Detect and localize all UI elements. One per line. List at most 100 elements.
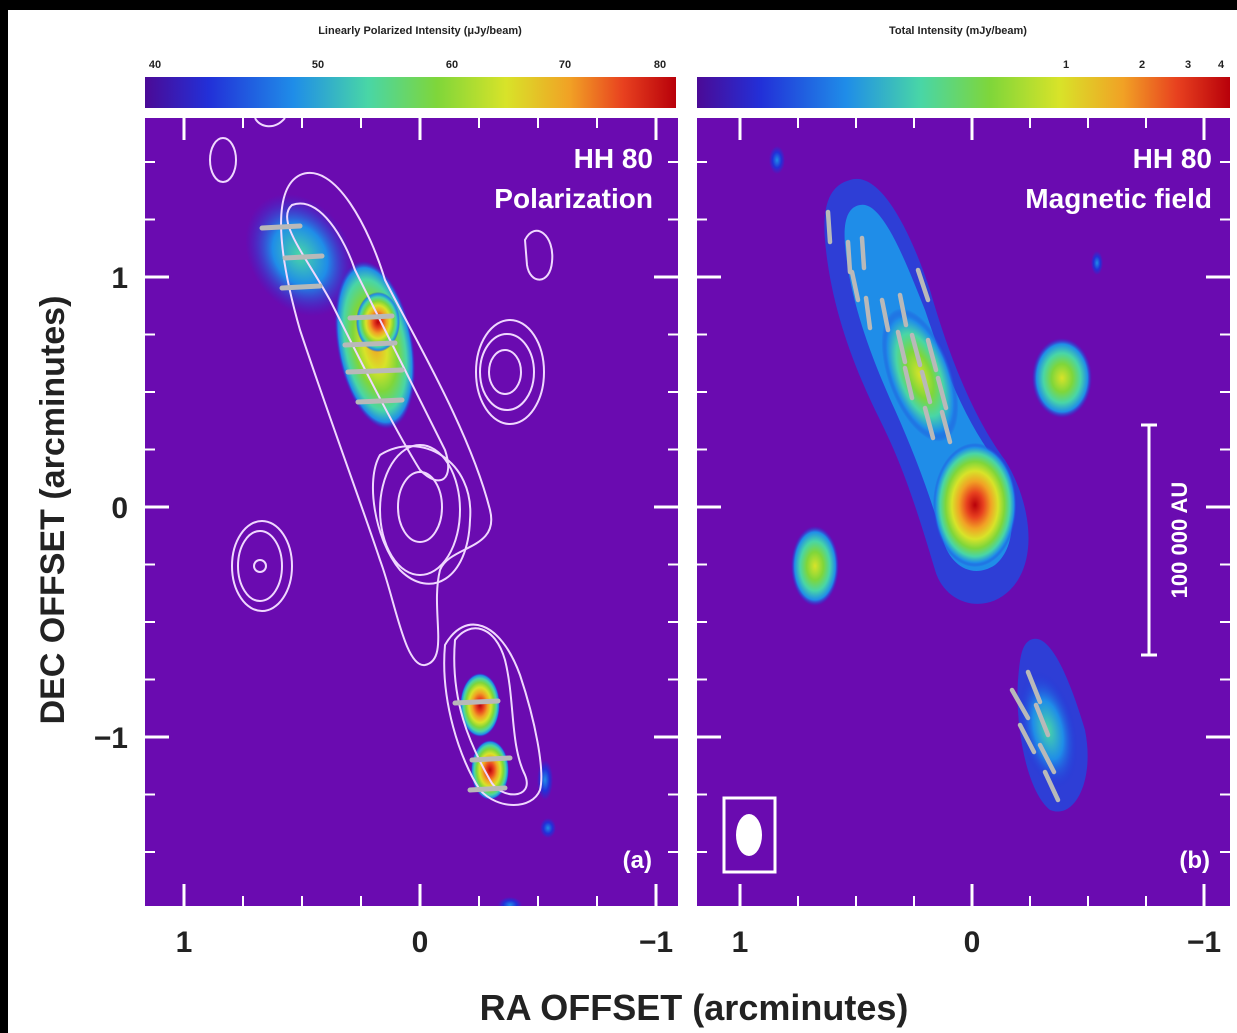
panel-b-annotation-line1: HH 80 [1133, 143, 1212, 174]
magnetic-vector [902, 365, 915, 401]
colorbar-a-title: Linearly Polarized Intensity (μJy/beam) [318, 25, 522, 37]
magnetic-vector [915, 267, 931, 303]
magnetic-vector [1037, 742, 1057, 775]
panel-a-contours [209, 118, 554, 806]
magnetic-vector [1042, 769, 1061, 803]
y-axis-title: DEC OFFSET (arcminutes) [34, 296, 72, 725]
magnetic-vector [1017, 722, 1037, 755]
colorbar-a [145, 77, 676, 108]
emission-blob [791, 526, 839, 606]
panel-b-ticks [697, 118, 1230, 906]
contour [443, 623, 543, 806]
magnetic-vector [895, 329, 908, 365]
colorbar-b-tick-label: 2 [1139, 59, 1145, 71]
x-tick-label: −1 [639, 926, 673, 959]
x-axis-title: RA OFFSET (arcminutes) [480, 987, 909, 1028]
emission-blob [537, 760, 553, 800]
panel-b-annotation-line2: Magnetic field [1025, 183, 1212, 214]
scale-bar [1141, 423, 1157, 657]
emission-blob [1032, 338, 1092, 418]
beam-ellipse [736, 814, 762, 856]
colorbar-b-tick-label: 3 [1185, 59, 1191, 71]
polarization-vector [342, 340, 398, 348]
polarization-vector [259, 223, 303, 231]
polarization-vector [347, 313, 395, 321]
magnetic-vector [859, 235, 867, 271]
emission-blob [933, 443, 1017, 567]
y-tick-label: −1 [94, 722, 128, 755]
colorbar-a-tick-label: 60 [446, 59, 458, 71]
polarization-vector [355, 397, 405, 405]
polarization-vector [469, 755, 513, 763]
emission-blob [540, 818, 556, 838]
x-tick-label: 1 [732, 926, 749, 959]
colorbar-b-tick-label: 1 [1063, 59, 1069, 71]
panel-a-annotation-line2: Polarization [494, 183, 653, 214]
colorbar-a-tick-label: 70 [559, 59, 571, 71]
contour [371, 445, 472, 585]
panel-a-background [145, 118, 678, 906]
contour [280, 172, 493, 666]
emission-blob [769, 146, 785, 174]
magnetic-vector [922, 405, 936, 441]
magnetic-vector [939, 409, 953, 445]
magnetic-vector [879, 297, 891, 333]
x-tick-label: 0 [964, 926, 981, 959]
polarization-vector [467, 785, 508, 793]
magnetic-vector [909, 332, 923, 368]
panel-a-ticks [145, 118, 678, 906]
colorbar-a-tick-label: 40 [149, 59, 161, 71]
panel-a-annotation-line1: HH 80 [574, 143, 653, 174]
magnetic-vector [1033, 702, 1051, 738]
emission-blob [471, 740, 509, 800]
contour [397, 471, 443, 543]
contour [254, 118, 286, 128]
polarization-vector [452, 698, 501, 706]
magnetic-vector [825, 209, 833, 245]
emission-blob [498, 897, 522, 906]
scale-bar-label: 100 000 AU [1167, 482, 1192, 599]
panel-b-label: (b) [1179, 847, 1210, 874]
magnetic-vector [925, 337, 939, 373]
y-tick-label: 0 [111, 492, 128, 525]
emission-blob [460, 673, 500, 737]
colorbar-b-title: Total Intensity (mJy/beam) [889, 25, 1027, 37]
panel-a-map [145, 118, 678, 906]
magnetic-vector [1009, 687, 1031, 721]
polarization-vector [279, 283, 323, 291]
y-tick-label: 1 [111, 262, 128, 295]
contour [253, 559, 267, 573]
y-tick-labels: 1 0 −1 [94, 262, 128, 755]
x-tick-label: 1 [176, 926, 193, 959]
colorbar-b-tick-label: 4 [1218, 59, 1225, 71]
contour [237, 530, 283, 602]
contour [479, 333, 535, 411]
magnetic-vector [863, 295, 873, 331]
contour [475, 319, 545, 425]
panel-b-x-tick-labels: 1 0 −1 [732, 926, 1221, 959]
contour [286, 202, 450, 482]
contour [453, 627, 528, 796]
panel-a-x-tick-labels: 1 0 −1 [176, 926, 673, 959]
colorbar-b [697, 77, 1230, 108]
contour [523, 229, 554, 281]
panel-a-label: (a) [623, 847, 652, 874]
magnetic-vector [849, 269, 861, 303]
contour [209, 137, 237, 183]
contour [379, 444, 461, 576]
panel-b-map: 100 000 AU [697, 118, 1230, 906]
emission-blob [1091, 251, 1103, 275]
magnetic-vector [897, 292, 909, 328]
x-tick-label: −1 [1187, 926, 1221, 959]
colorbar-a-tick-label: 80 [654, 59, 666, 71]
x-tick-label: 0 [412, 926, 429, 959]
colorbar-a-tick-label: 50 [312, 59, 324, 71]
magnetic-vector [919, 369, 933, 405]
magnetic-vector [1025, 669, 1043, 705]
contour [488, 349, 522, 395]
beam-box [722, 796, 777, 874]
polarization-vector [345, 367, 405, 375]
contour [231, 520, 293, 612]
